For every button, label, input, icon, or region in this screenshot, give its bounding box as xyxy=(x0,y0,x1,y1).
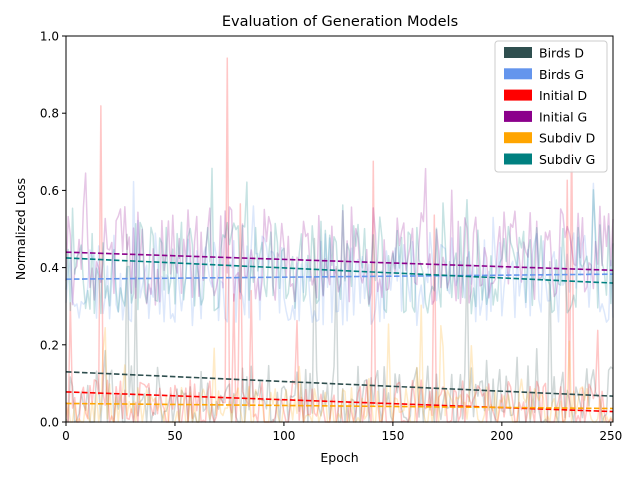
chart-title: Evaluation of Generation Models xyxy=(222,14,458,30)
trend-line-birds-g xyxy=(65,273,614,280)
noise-line-initial-g xyxy=(65,167,614,306)
legend: Birds D Birds G Initial D Initial G Subdiv D… xyxy=(494,40,608,173)
x-tick-label: 100 xyxy=(272,429,295,443)
trend-line-subdiv-d xyxy=(65,402,614,410)
trend-line-initial-d xyxy=(65,391,614,413)
legend-swatch xyxy=(504,153,532,165)
x-tick-label: 150 xyxy=(381,429,404,443)
legend-label: Birds G xyxy=(539,67,584,82)
trend-line-initial-g xyxy=(65,251,614,272)
x-tick-label: 200 xyxy=(490,429,513,443)
trend-line-birds-d xyxy=(65,371,614,397)
y-tick-label: 1.0 xyxy=(40,30,59,44)
y-axis: 0.0 0.2 0.4 0.6 0.8 1.0 xyxy=(40,30,66,430)
legend-label: Subdiv G xyxy=(539,152,595,167)
legend-label: Birds D xyxy=(539,46,584,61)
y-tick-label: 0.0 xyxy=(40,416,59,430)
y-axis-label: Normalized Loss xyxy=(13,178,28,280)
legend-swatch xyxy=(504,68,532,80)
x-tick-label: 0 xyxy=(62,429,70,443)
legend-label: Initial D xyxy=(539,88,587,103)
plot-frame xyxy=(65,35,614,423)
y-tick-label: 0.8 xyxy=(40,107,59,121)
y-tick-label: 0.2 xyxy=(40,338,59,352)
trend-line-subdiv-g xyxy=(65,257,614,284)
y-tick-label: 0.4 xyxy=(40,261,59,275)
x-tick-label: 250 xyxy=(599,429,622,443)
legend-swatch xyxy=(504,47,532,58)
legend-swatch xyxy=(504,89,532,101)
x-axis-label: Epoch xyxy=(320,450,358,465)
noise-line-subdiv-d xyxy=(65,304,614,423)
noise-line-birds-g xyxy=(65,180,614,327)
noise-line-subdiv-g xyxy=(65,167,614,315)
x-axis: 0 50 100 150 200 250 xyxy=(62,422,622,443)
legend-label: Subdiv D xyxy=(539,131,595,146)
legend-swatch xyxy=(504,132,532,144)
x-tick-label: 50 xyxy=(167,429,182,443)
y-tick-label: 0.6 xyxy=(40,184,59,198)
legend-swatch xyxy=(504,110,532,122)
legend-label: Initial G xyxy=(539,109,587,124)
trend-layer xyxy=(65,251,614,413)
